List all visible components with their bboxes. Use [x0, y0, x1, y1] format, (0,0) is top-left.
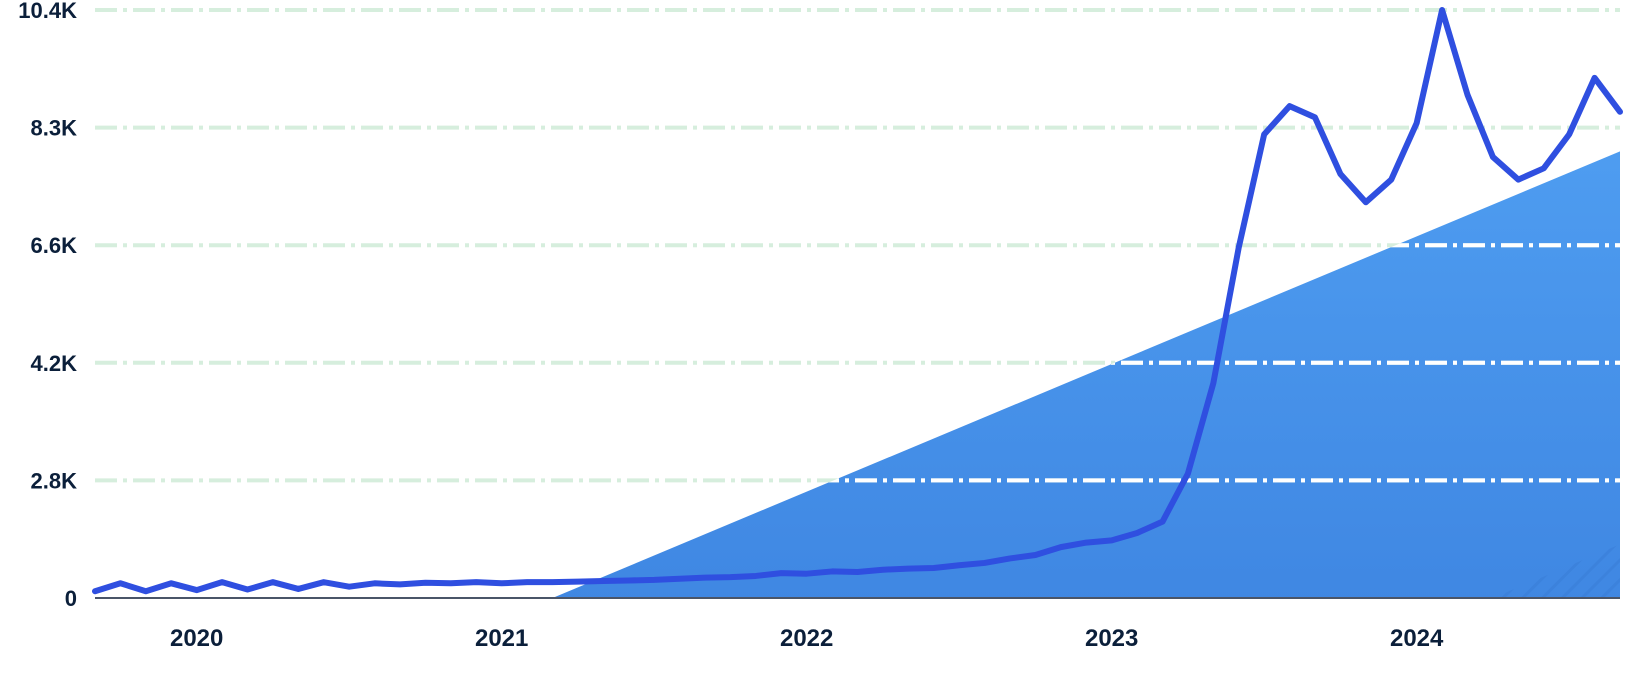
x-tick-label: 2020: [170, 625, 223, 652]
y-tick-label: 6.6K: [31, 233, 78, 258]
y-tick-label: 4.2K: [31, 351, 78, 376]
line-area-chart: 0 2.8K 4.2K 6.6K 8.3K 10.4K 2020 2021 2022 2023 20…: [0, 0, 1639, 700]
x-tick-label: 2024: [1390, 625, 1444, 652]
y-tick-label: 8.3K: [31, 116, 78, 141]
x-tick-label: 2023: [1085, 625, 1138, 652]
chart-svg: 0 2.8K 4.2K 6.6K 8.3K 10.4K 2020 2021 2022 2023 20…: [0, 0, 1639, 700]
x-tick-label: 2021: [475, 625, 528, 652]
y-tick-label: 10.4K: [18, 0, 77, 23]
area-fill: [553, 151, 1621, 598]
y-tick-label: 0: [65, 586, 77, 611]
x-tick-label: 2022: [780, 625, 833, 652]
y-tick-label: 2.8K: [31, 468, 78, 493]
